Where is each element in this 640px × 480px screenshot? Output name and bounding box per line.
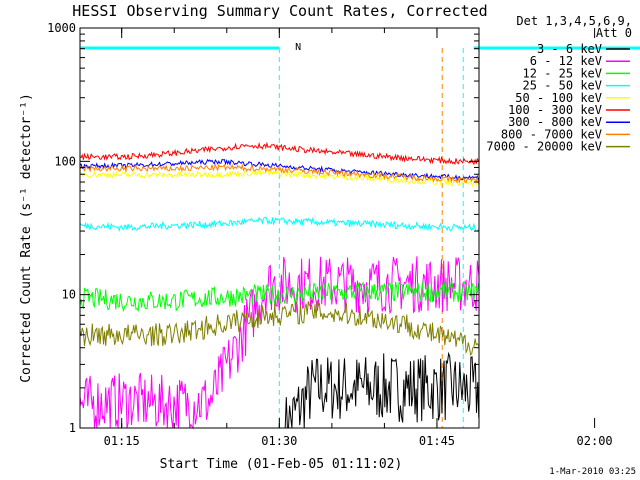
footer-timestamp: 1-Mar-2010 03:25 [549, 467, 636, 477]
x-tick-label: 01:15 [104, 434, 140, 448]
legend-label: 800 - 7000 keV [501, 127, 602, 141]
legend-header-line-2: Att 0 [596, 26, 632, 40]
legend-header-line-1: Det 1,3,4,5,6,9, [516, 14, 632, 28]
legend-label: 7000 - 20000 keV [486, 140, 602, 154]
x-tick-label: 01:30 [261, 434, 297, 448]
flags-layer: NS [80, 42, 640, 428]
axes-layer: 110100100001:1501:3001:4502:0002:1502:30… [47, 21, 613, 448]
legend-label: 300 - 800 keV [508, 115, 602, 129]
y-tick-label: 1 [69, 421, 76, 435]
legend-label: 25 - 50 keV [523, 79, 602, 93]
y-tick-label: 100 [54, 154, 76, 168]
chart-title: HESSI Observing Summary Count Rates, Cor… [72, 2, 487, 20]
legend-label: 12 - 25 keV [523, 66, 602, 80]
y-tick-label: 1000 [47, 21, 76, 35]
y-tick-label: 10 [62, 288, 76, 302]
flag-label-night: N [295, 42, 301, 53]
legend-label: 50 - 100 keV [515, 91, 602, 105]
x-tick-label: 01:45 [419, 434, 455, 448]
x-tick-label: 02:00 [577, 434, 613, 448]
legend-label: 3 - 6 keV [537, 42, 602, 56]
legend-label: 6 - 12 keV [530, 54, 602, 68]
legend-label: 100 - 300 keV [508, 103, 602, 117]
y-axis-label: Corrected Count Rate (s⁻¹ detector⁻¹) [19, 93, 34, 383]
x-axis-label: Start Time (01-Feb-05 01:11:02) [160, 457, 403, 472]
